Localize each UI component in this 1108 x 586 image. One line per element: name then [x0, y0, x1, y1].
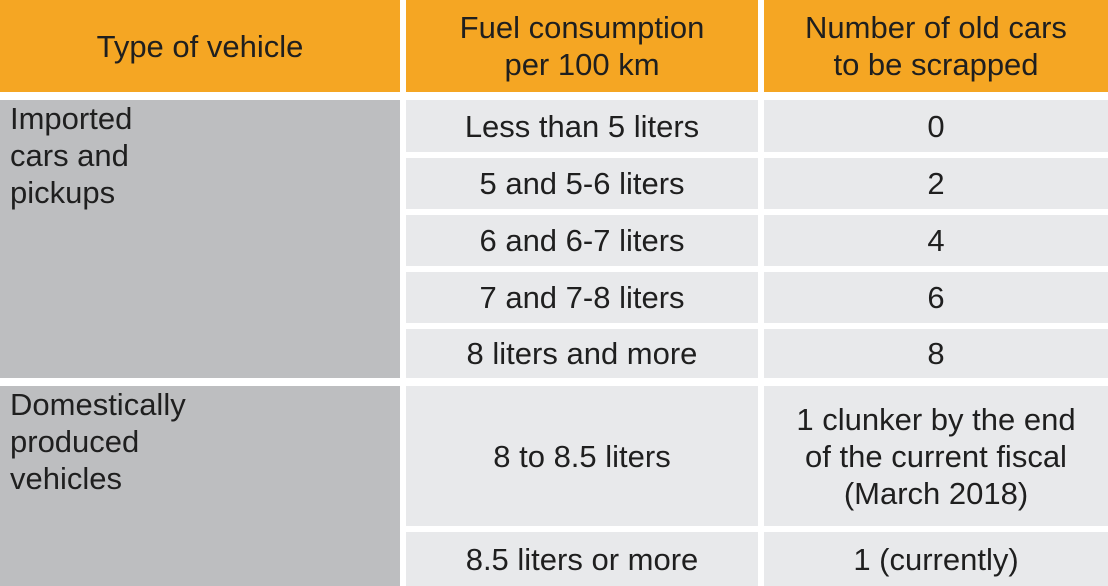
count-cell: 1 (currently) — [764, 532, 1108, 586]
fuel-value: 8.5 liters or more — [465, 541, 699, 577]
fuel-value: 8 to 8.5 liters — [493, 438, 671, 474]
fuel-cell: 7 and 7-8 liters — [406, 272, 758, 323]
fuel-value: 6 and 6-7 liters — [479, 223, 685, 258]
fuel-cell: 8 liters and more — [406, 329, 758, 378]
count-cell: 0 — [764, 100, 1108, 152]
fuel-value: 8 liters and more — [466, 336, 698, 371]
category-domestic-line1: Domestically — [10, 387, 186, 422]
fuel-cell: 8.5 liters or more — [406, 532, 758, 586]
header-cars-line1: Number of old cars — [805, 10, 1067, 45]
count-value: 4 — [927, 223, 945, 258]
count-value: 1 (currently) — [853, 541, 1019, 577]
count-line1: 1 clunker by the end — [796, 401, 1076, 437]
header-fuel-line1: Fuel consumption — [459, 10, 705, 45]
count-value: 0 — [927, 108, 945, 144]
header-old-cars: Number of old cars to be scrapped — [764, 0, 1108, 92]
count-line2: of the current fiscal — [805, 438, 1067, 474]
header-fuel-consumption: Fuel consumption per 100 km — [406, 0, 758, 92]
fuel-value: 7 and 7-8 liters — [479, 280, 685, 315]
fuel-cell: 5 and 5-6 liters — [406, 158, 758, 209]
category-domestic: Domestically produced vehicles — [0, 386, 400, 586]
header-type-label: Type of vehicle — [96, 28, 304, 64]
fuel-cell: 8 to 8.5 liters — [406, 386, 758, 526]
fuel-value: 5 and 5-6 liters — [479, 166, 685, 201]
header-type-of-vehicle: Type of vehicle — [0, 0, 400, 92]
header-cars-line2: to be scrapped — [833, 47, 1039, 82]
category-domestic-line2: produced — [10, 424, 140, 459]
category-domestic-line3: vehicles — [10, 461, 122, 496]
fuel-cell: Less than 5 liters — [406, 100, 758, 152]
fuel-cell: 6 and 6-7 liters — [406, 215, 758, 266]
count-cell: 4 — [764, 215, 1108, 266]
count-value: 6 — [927, 280, 945, 315]
count-cell: 6 — [764, 272, 1108, 323]
category-imported: Imported cars and pickups — [0, 100, 400, 378]
category-imported-line2: cars and — [10, 138, 129, 173]
count-cell: 8 — [764, 329, 1108, 378]
count-cell: 1 clunker by the end of the current fisc… — [764, 386, 1108, 526]
count-value: 8 — [927, 336, 945, 371]
count-line3: (March 2018) — [843, 475, 1029, 511]
count-cell: 2 — [764, 158, 1108, 209]
category-imported-line1: Imported — [10, 101, 133, 136]
category-imported-line3: pickups — [10, 175, 116, 210]
fuel-value: Less than 5 liters — [464, 108, 700, 144]
header-fuel-line2: per 100 km — [504, 47, 660, 82]
count-value: 2 — [927, 166, 945, 201]
